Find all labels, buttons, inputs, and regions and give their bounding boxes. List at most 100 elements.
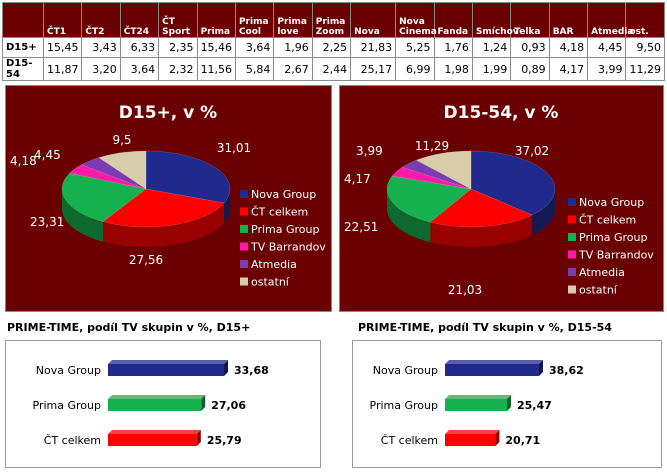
pie-slice-side (62, 189, 103, 242)
bar-end (196, 430, 201, 446)
column-header: Atmedia (587, 2, 633, 38)
pie-slice (386, 175, 472, 223)
column-header: Smíchov (471, 2, 519, 38)
bar-chart-d15-54: Nova Group 38,62 Prima Group 25,47 ČT celkem… (370, 360, 584, 447)
bar (108, 399, 202, 411)
pie-slice (102, 188, 225, 228)
legend-swatch (240, 225, 248, 233)
legend-label: Prima Group (251, 223, 319, 236)
pie-slice-side (224, 189, 230, 224)
pie-value-label: 22,51 (344, 220, 378, 234)
pie-slice (61, 172, 147, 222)
bar (445, 434, 496, 446)
legend-swatch (568, 233, 576, 241)
legend-label: ČT celkem (579, 214, 636, 227)
pie-slice (429, 188, 533, 228)
legend-label: Nova Group (251, 188, 316, 201)
bar-category-label: ČT celkem (381, 434, 438, 447)
bar-end (506, 395, 511, 411)
table-cell: 25,17 (350, 57, 397, 81)
table-header-row: ČT1 ČT2 ČT24 ČT Sport Prima Prima Cool Prima l… (2, 2, 665, 38)
pie-value-label: 4,45 (34, 148, 61, 162)
pie-value-label: 37,02 (515, 144, 549, 158)
bar (108, 364, 224, 376)
pie-value-label: 21,03 (448, 283, 482, 297)
bar (445, 399, 507, 411)
legend-label: Prima Group (579, 231, 647, 244)
row-label: D15-54 (2, 57, 44, 81)
table-cell: 0,93 (510, 37, 550, 58)
bar-chart-d15plus: Nova Group 33,68 Prima Group 27,06 ČT celkem… (33, 360, 269, 447)
pie-value-label: 4,17 (344, 172, 371, 186)
bar-end (201, 395, 206, 411)
column-header: Nova (350, 2, 397, 38)
table-cell: 15,46 (196, 37, 236, 58)
table-cell: 4,18 (548, 37, 589, 58)
primetime-title-d15plus: PRIME-TIME, podíl TV skupin v %, D15+ (7, 321, 251, 334)
legend-label: ostatní (579, 284, 618, 297)
column-header: ČT24 (119, 2, 160, 38)
pie-value-label: 31,01 (217, 141, 251, 155)
table-cell: 6,99 (395, 57, 435, 81)
bar-top (445, 360, 543, 364)
bar-panel-d15-54: Nova Group 38,62 Prima Group 25,47 ČT celkem… (352, 340, 662, 468)
pie-legend: Nova Group ČT celkem Prima Group TV Barrand… (568, 196, 654, 297)
table-cell: 11,29 (625, 57, 665, 81)
legend-label: ostatní (251, 276, 290, 289)
table-cell: 11,56 (196, 57, 236, 81)
pie-labels: 37,02 21,03 22,51 4,17 3,99 11,29 (344, 139, 549, 297)
bar-category-label: Nova Group (36, 364, 101, 377)
pie-labels: 31,01 27,56 23,31 4,184,45 9,5 (10, 133, 251, 267)
pie-slice (470, 150, 556, 216)
pie-chart-d15-54: D15-54, v % 37,02 21,03 22,51 4,17 3,99 11,29… (344, 103, 654, 297)
bar-category-label: ČT celkem (44, 434, 101, 447)
bar-panel-d15plus: Nova Group 33,68 Prima Group 27,06 ČT celkem… (5, 340, 321, 468)
column-header: ost. (625, 2, 665, 38)
legend-label: Atmedia (579, 266, 625, 279)
column-header: Fanda (433, 2, 473, 38)
pie-value-label: 9,5 (112, 133, 131, 147)
bar-group (445, 360, 543, 376)
pie-slice (391, 166, 472, 190)
legend-label: TV Barrandov (250, 241, 326, 254)
bar-category-label: Nova Group (373, 364, 438, 377)
table-cell: 2,25 (311, 37, 352, 58)
table-cell: 5,25 (395, 37, 435, 58)
pie-value-label: 11,29 (415, 139, 449, 153)
legend-swatch (568, 250, 576, 259)
table-row: D15-54 11,87 3,20 3,64 2,32 11,56 5,84 2,67 2,44… (2, 57, 665, 81)
column-header: Prima love (273, 2, 313, 38)
table-cell: 3,64 (119, 57, 160, 81)
bar-end (539, 360, 543, 376)
table-cell: 11,87 (42, 57, 83, 81)
bar-group (445, 395, 511, 411)
legend-swatch (240, 242, 248, 251)
column-header: ČT2 (81, 2, 121, 38)
legend-label: ČT celkem (251, 206, 308, 219)
pie-value-label: 3,99 (356, 144, 383, 158)
pie-slices (386, 150, 556, 247)
pie-slice (69, 164, 147, 190)
pie-slice (401, 159, 472, 190)
column-header: BAR (548, 2, 589, 38)
pie-value-label: 23,31 (30, 215, 64, 229)
legend-label: Atmedia (251, 258, 297, 271)
table-cell: 2,32 (158, 57, 198, 81)
bar-top (108, 395, 206, 399)
pie-slice (145, 150, 231, 204)
share-table: ČT1 ČT2 ČT24 ČT Sport Prima Prima Cool Prima l… (2, 2, 665, 81)
bar-value-label: 38,62 (549, 364, 584, 377)
pie-slices (61, 150, 231, 247)
bar-group (108, 430, 201, 446)
table-cell: 2,44 (311, 57, 352, 81)
table-body: D15+ 15,45 3,43 6,33 2,35 15,46 3,64 1,96 2,25 21… (2, 37, 665, 81)
primetime-title-d15-54: PRIME-TIME, podíl TV skupin v %, D15-54 (358, 321, 612, 334)
bar-group (445, 430, 500, 446)
table-cell: 15,45 (42, 37, 83, 58)
legend-label: TV Barrandov (578, 249, 654, 262)
table-corner-cell (2, 2, 44, 38)
legend-swatch (568, 285, 576, 294)
bar-group (108, 360, 228, 376)
column-header: ČT1 (42, 2, 83, 38)
table-row: D15+ 15,45 3,43 6,33 2,35 15,46 3,64 1,96 2,25 21… (2, 37, 665, 58)
